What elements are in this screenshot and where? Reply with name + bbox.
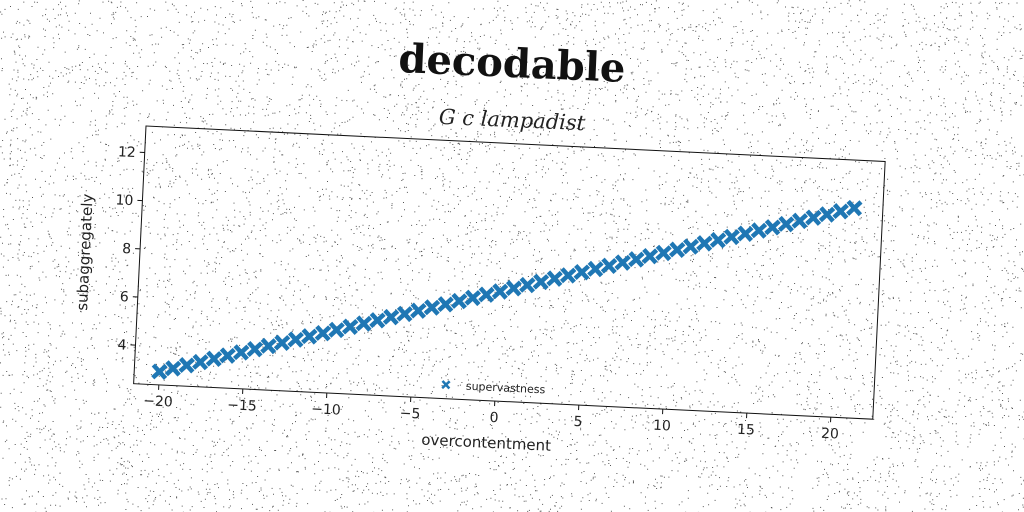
x-tick-label-2: −10 bbox=[311, 401, 341, 418]
data-point-25 bbox=[491, 283, 509, 300]
data-point-7 bbox=[246, 340, 264, 358]
data-point-2 bbox=[178, 357, 195, 374]
x-tick-label-0: −20 bbox=[143, 393, 173, 410]
data-point-35 bbox=[628, 251, 645, 268]
y-axis-label: subaggregately bbox=[73, 193, 97, 311]
data-point-39 bbox=[682, 238, 700, 255]
data-point-1 bbox=[164, 360, 182, 377]
legend: supervastness bbox=[441, 380, 546, 397]
legend-marker bbox=[441, 380, 451, 390]
data-point-29 bbox=[546, 270, 563, 287]
data-point-34 bbox=[614, 254, 631, 271]
y-tick-label-2: 8 bbox=[122, 241, 132, 257]
data-point-4 bbox=[205, 350, 223, 368]
data-point-17 bbox=[382, 308, 400, 326]
x-tick-label-5: 5 bbox=[573, 414, 583, 430]
data-point-26 bbox=[505, 280, 522, 297]
x-tick-label-4: 0 bbox=[489, 410, 499, 426]
data-point-11 bbox=[301, 328, 318, 345]
data-point-44 bbox=[750, 222, 768, 239]
data-point-20 bbox=[423, 299, 441, 316]
data-point-6 bbox=[232, 344, 250, 361]
data-point-8 bbox=[260, 337, 277, 355]
data-point-23 bbox=[464, 289, 482, 307]
data-point-41 bbox=[709, 231, 727, 249]
data-point-13 bbox=[328, 321, 345, 339]
data-point-24 bbox=[478, 286, 495, 303]
x-tick-label-8: 20 bbox=[821, 426, 840, 443]
x-tick-label-3: −5 bbox=[399, 406, 420, 423]
data-point-40 bbox=[696, 235, 713, 252]
data-point-43 bbox=[737, 225, 754, 242]
data-point-48 bbox=[805, 209, 822, 226]
data-point-50 bbox=[832, 203, 849, 220]
legend-label: supervastness bbox=[466, 380, 546, 397]
data-point-15 bbox=[355, 315, 373, 332]
data-point-49 bbox=[818, 206, 836, 223]
y-tick-label-1: 6 bbox=[119, 289, 129, 305]
data-point-31 bbox=[573, 263, 591, 281]
data-point-33 bbox=[600, 257, 618, 275]
data-point-36 bbox=[641, 247, 659, 265]
data-point-47 bbox=[791, 212, 809, 230]
data-point-51 bbox=[846, 199, 863, 217]
y-tick-label-0: 4 bbox=[117, 337, 127, 353]
data-point-10 bbox=[287, 331, 304, 348]
data-point-12 bbox=[314, 324, 332, 342]
x-tick-label-1: −15 bbox=[227, 397, 257, 414]
data-point-38 bbox=[668, 241, 686, 258]
data-point-9 bbox=[273, 334, 291, 352]
data-point-3 bbox=[192, 353, 209, 371]
data-point-37 bbox=[655, 244, 672, 262]
data-point-0 bbox=[151, 363, 168, 380]
plot-area: −20 −15 −10 −5 0 5 10 15 20 4 6 8 10 12 overcontentm… bbox=[73, 125, 886, 455]
x-tick-label-7: 15 bbox=[737, 422, 756, 439]
data-point-32 bbox=[587, 260, 604, 278]
y-tick-label-4: 12 bbox=[117, 144, 136, 161]
data-point-14 bbox=[341, 318, 359, 335]
data-point-22 bbox=[450, 292, 468, 310]
y-axis-ticks: 4 6 8 10 12 bbox=[115, 144, 145, 354]
x-axis-ticks: −20 −15 −10 −5 0 5 10 15 20 bbox=[143, 384, 840, 443]
data-point-42 bbox=[723, 228, 740, 246]
data-point-27 bbox=[519, 276, 536, 294]
y-tick-label-3: 10 bbox=[115, 192, 134, 209]
data-point-30 bbox=[559, 267, 577, 284]
data-point-45 bbox=[764, 219, 781, 236]
data-point-46 bbox=[777, 215, 795, 233]
x-tick-label-6: 10 bbox=[653, 418, 672, 435]
data-point-18 bbox=[396, 305, 413, 323]
data-point-28 bbox=[532, 273, 550, 291]
plot-frame bbox=[133, 125, 886, 420]
data-point-21 bbox=[437, 296, 454, 313]
data-point-19 bbox=[410, 302, 427, 319]
data-point-16 bbox=[369, 312, 386, 329]
data-points bbox=[151, 199, 863, 380]
data-point-5 bbox=[219, 347, 236, 364]
